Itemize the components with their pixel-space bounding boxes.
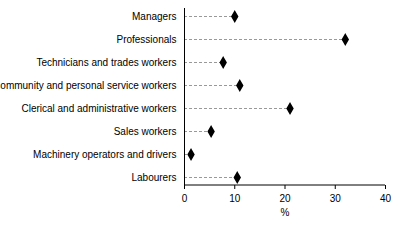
svg-text:Professionals: Professionals <box>116 34 176 45</box>
svg-text:Community and personal service: Community and personal service workers <box>0 80 177 91</box>
svg-text:Labourers: Labourers <box>131 172 176 183</box>
svg-text:0: 0 <box>182 193 188 204</box>
svg-text:10: 10 <box>229 193 241 204</box>
svg-text:Clerical and administrative wo: Clerical and administrative workers <box>21 103 176 114</box>
svg-text:20: 20 <box>279 193 291 204</box>
svg-text:Sales workers: Sales workers <box>114 126 177 137</box>
svg-text:40: 40 <box>380 193 392 204</box>
svg-text:Technicians and trades workers: Technicians and trades workers <box>36 57 176 68</box>
svg-text:Managers: Managers <box>132 11 176 22</box>
svg-text:Machinery operators and driver: Machinery operators and drivers <box>33 149 176 160</box>
svg-text:30: 30 <box>330 193 342 204</box>
svg-text:%: % <box>281 207 290 218</box>
